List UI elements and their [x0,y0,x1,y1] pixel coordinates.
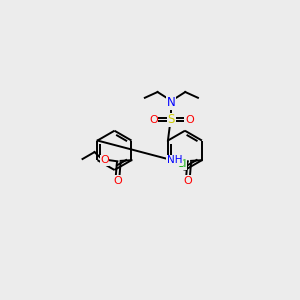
Text: Cl: Cl [176,159,187,169]
Text: S: S [168,113,175,126]
Text: O: O [185,115,194,125]
Text: O: O [184,176,193,186]
Text: O: O [113,176,122,186]
Text: NH: NH [167,155,182,165]
Text: O: O [100,155,109,165]
Text: N: N [167,96,176,109]
Text: O: O [149,115,158,125]
